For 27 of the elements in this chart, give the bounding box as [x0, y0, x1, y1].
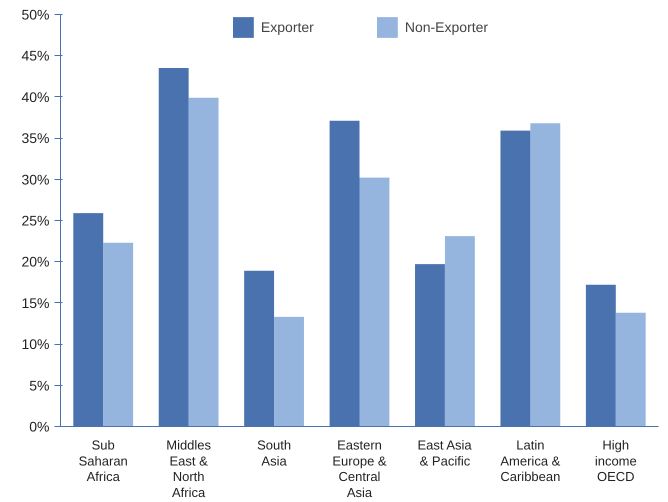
- y-tick-label: 35%: [21, 130, 50, 146]
- x-tick-label: Sub Saharan Africa: [78, 438, 128, 484]
- y-tick-label: 50%: [21, 6, 50, 22]
- y-tick-label: 20%: [21, 254, 50, 270]
- y-tick-label: 30%: [21, 171, 50, 188]
- y-tick-label: 25%: [21, 212, 50, 228]
- y-tick-label: 15%: [21, 294, 50, 311]
- bar: [444, 236, 475, 426]
- x-tick-label: South Asia: [257, 438, 292, 468]
- x-tick-label: Eastern Europe & Central Asia: [332, 438, 387, 500]
- y-tick-label: 10%: [21, 336, 50, 352]
- bar: [188, 98, 219, 426]
- bar: [274, 316, 304, 426]
- y-tick-label: 40%: [21, 88, 50, 105]
- x-tick-label: East Asia & Pacific: [417, 438, 472, 468]
- bar: [360, 178, 390, 426]
- x-tick-label: Middles East & North Africa: [166, 438, 212, 500]
- x-tick-label: High income OECD: [594, 438, 637, 484]
- legend-label: Exporter: [260, 19, 314, 35]
- bar: [616, 312, 646, 426]
- y-tick-label: 45%: [21, 48, 50, 64]
- y-tick-label: 0%: [29, 418, 50, 434]
- legend-label: Non-Exporter: [404, 19, 488, 35]
- bar: [530, 123, 560, 426]
- y-tick-label: 5%: [29, 377, 50, 394]
- x-tick-label: Latin America & Caribbean: [500, 438, 561, 484]
- bar: [103, 242, 134, 426]
